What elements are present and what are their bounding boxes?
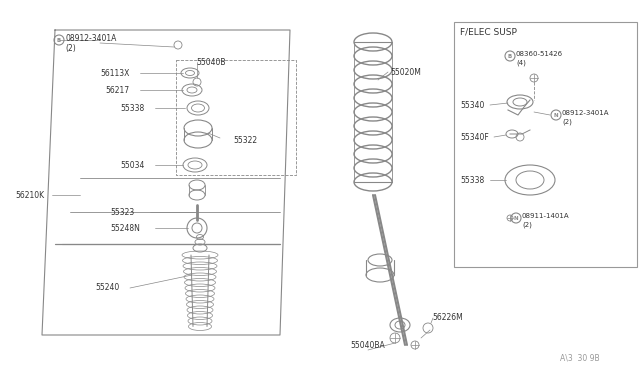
Text: 56113X: 56113X xyxy=(100,68,129,77)
Text: B: B xyxy=(57,38,61,42)
Text: 55020M: 55020M xyxy=(390,67,421,77)
Text: 08912-3401A: 08912-3401A xyxy=(65,33,116,42)
Text: B: B xyxy=(508,54,512,58)
Text: 08360-51426: 08360-51426 xyxy=(516,51,563,57)
Text: 55040B: 55040B xyxy=(196,58,225,67)
Text: 55323: 55323 xyxy=(110,208,134,217)
Text: 55034: 55034 xyxy=(120,160,145,170)
Text: 55322: 55322 xyxy=(233,135,257,144)
Text: (2): (2) xyxy=(522,222,532,228)
Text: F/ELEC SUSP: F/ELEC SUSP xyxy=(460,28,517,36)
Text: 55248N: 55248N xyxy=(110,224,140,232)
Text: 56210K: 56210K xyxy=(15,190,44,199)
Bar xyxy=(454,22,637,267)
Text: 56217: 56217 xyxy=(105,86,129,94)
Text: 08911-1401A: 08911-1401A xyxy=(522,213,570,219)
Text: 55340: 55340 xyxy=(460,100,484,109)
Text: 55338: 55338 xyxy=(460,176,484,185)
Text: N: N xyxy=(554,112,558,118)
Text: 55340F: 55340F xyxy=(460,132,489,141)
Text: (4): (4) xyxy=(516,60,526,66)
Text: 55338: 55338 xyxy=(120,103,144,112)
Text: 55240: 55240 xyxy=(95,283,119,292)
Text: 56226M: 56226M xyxy=(432,314,463,323)
Text: N: N xyxy=(514,215,518,221)
Text: A\3  30 9B: A\3 30 9B xyxy=(561,353,600,362)
Text: 08912-3401A: 08912-3401A xyxy=(562,110,609,116)
Text: 55040BA: 55040BA xyxy=(350,340,385,350)
Text: (2): (2) xyxy=(65,44,76,52)
Text: (2): (2) xyxy=(562,119,572,125)
